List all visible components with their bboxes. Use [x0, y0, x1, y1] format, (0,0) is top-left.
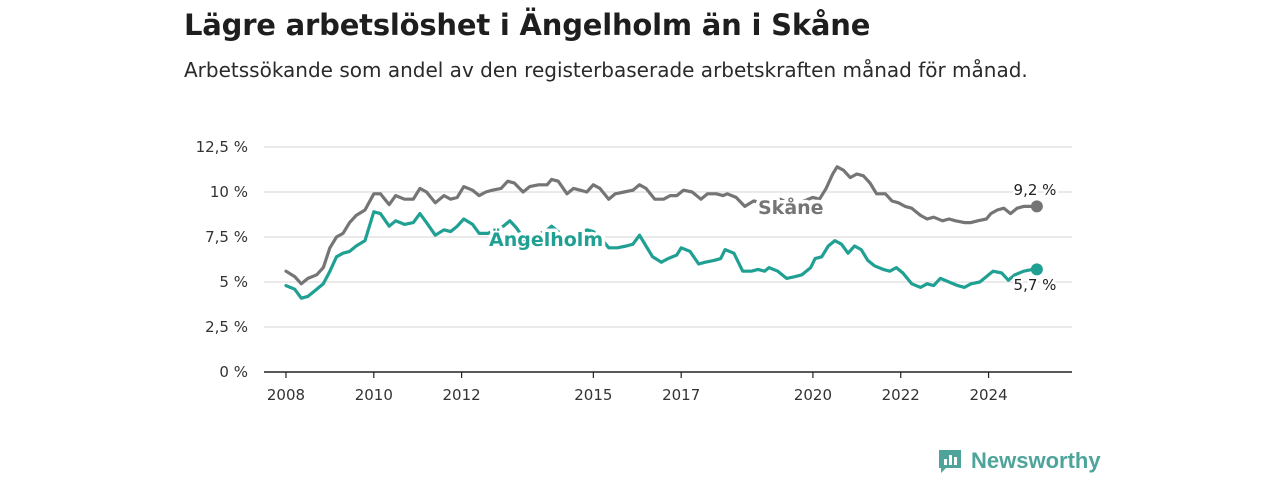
y-tick-label: 5 %: [219, 273, 248, 291]
end-value-label-skane: 9,2 %: [1014, 181, 1057, 199]
x-tick-label: 2010: [355, 386, 393, 404]
x-tick-label: 2012: [443, 386, 481, 404]
series-label-angelholm: Ängelholm: [489, 227, 603, 251]
series-endpoint-skane: [1030, 200, 1043, 213]
y-tick-label: 2,5 %: [205, 318, 248, 336]
y-axis: 0 % 2,5 % 5 % 7,5 % 10 % 12,5 %: [196, 138, 248, 381]
end-value-label-angelholm: 5,7 %: [1014, 276, 1057, 294]
chart-title: Lägre arbetslöshet i Ängelholm än i Skån…: [184, 8, 871, 42]
x-tick-label: 2024: [969, 386, 1007, 404]
x-tick-label: 2008: [267, 386, 305, 404]
brand-name: Newsworthy: [971, 448, 1101, 473]
y-tick-label: 12,5 %: [196, 138, 248, 156]
chart-subtitle: Arbetssökande som andel av den registerb…: [184, 58, 1028, 82]
series-label-skane: Skåne: [758, 195, 824, 219]
x-tick-label: 2020: [794, 386, 832, 404]
series-line-angelholm: [284, 210, 1039, 300]
x-tick-label: 2015: [574, 386, 612, 404]
x-axis: 2008 2010 2012 2015 2017 2020 2022 2024: [264, 371, 1072, 404]
grid-lines: [264, 146, 1072, 328]
y-tick-label: 10 %: [210, 183, 248, 201]
x-tick-label: 2017: [662, 386, 700, 404]
y-tick-label: 0 %: [219, 363, 248, 381]
x-tick-label: 2022: [882, 386, 920, 404]
series-lines: [284, 165, 1043, 300]
series-line-skane: [284, 165, 1039, 286]
newsworthy-bar-chart-icon: [939, 450, 961, 473]
y-tick-label: 7,5 %: [205, 228, 248, 246]
series-labels: Skåne Ängelholm 9,2 % 5,7 %: [486, 179, 1059, 297]
series-endpoint-angelholm: [1030, 263, 1043, 276]
brand-logo: Newsworthy: [937, 448, 1101, 474]
